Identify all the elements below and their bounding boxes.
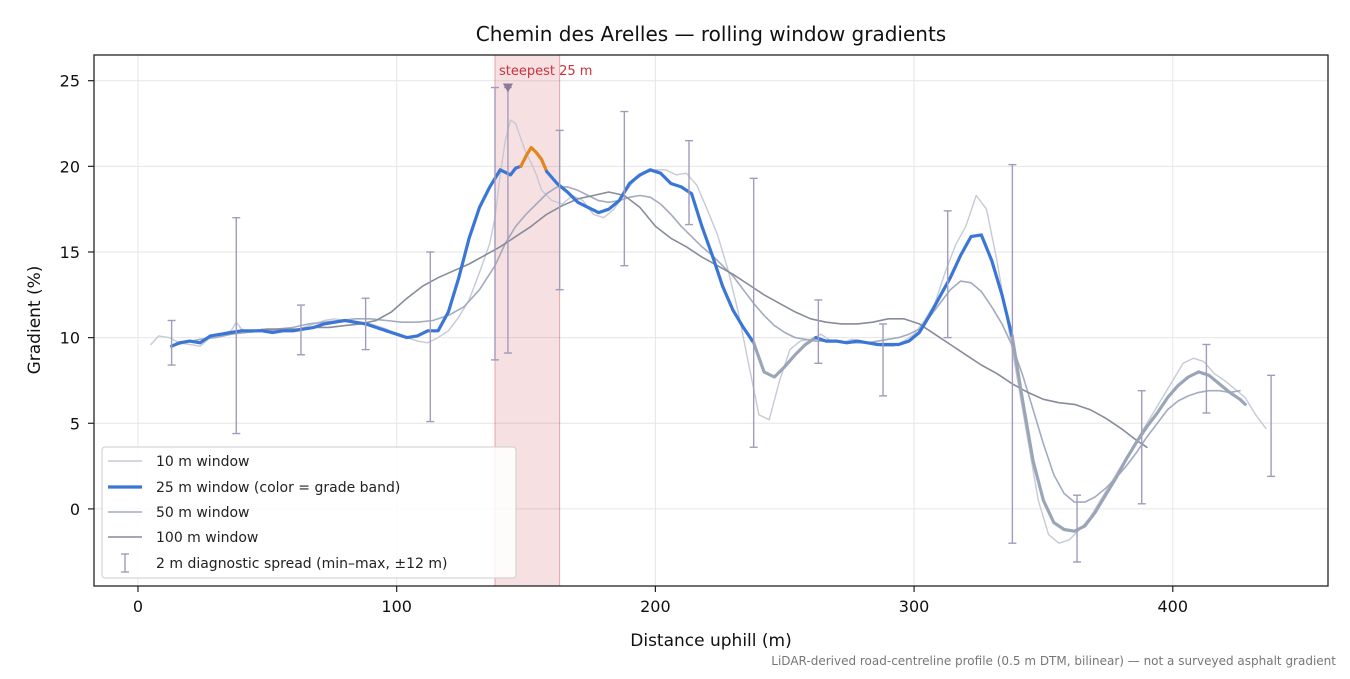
x-tick-label: 100 — [381, 597, 412, 616]
annotation-label: steepest 25 m — [499, 64, 592, 79]
y-tick-label: 20 — [60, 157, 80, 176]
legend-samples — [108, 460, 142, 573]
legend-label-spread: 2 m diagnostic spread (min–max, ±12 m) — [156, 556, 447, 572]
series-line-25m-segment — [752, 336, 818, 379]
grid-lines — [94, 55, 1328, 586]
annotations: steepest 25 m — [499, 64, 592, 93]
series-line-10m — [150, 119, 1267, 544]
y-tick-label: 15 — [60, 243, 80, 262]
series-lines — [150, 119, 1267, 544]
steepest-marker — [502, 83, 513, 93]
legend-box — [101, 446, 517, 579]
x-tick-label: 200 — [640, 597, 671, 616]
series-line-50m — [170, 186, 1241, 503]
series-line-25m-segment — [1010, 336, 1247, 533]
y-tick-label: 10 — [60, 329, 80, 348]
axes-frame — [93, 54, 1329, 587]
y-tick-label: 5 — [70, 414, 80, 433]
series-line-100m — [235, 191, 1148, 449]
y-axis-label: Gradient (%) — [25, 266, 45, 375]
legend-label-w50: 50 m window — [156, 505, 249, 521]
axis-ticks: 0 100 200 300 400 0 5 10 15 20 25 — [60, 72, 1188, 616]
chart-title: Chemin des Arelles — rolling window grad… — [476, 22, 946, 46]
legend-label-w100: 100 m window — [156, 530, 258, 546]
x-tick-label: 300 — [899, 597, 930, 616]
series-line-25m-segment — [814, 233, 1015, 347]
legend: 10 m window 25 m window (color = grade b… — [101, 446, 517, 579]
x-tick-label: 0 — [133, 597, 143, 616]
x-tick-label: 400 — [1158, 597, 1189, 616]
series-line-25m-segment — [170, 164, 523, 348]
legend-label-w10: 10 m window — [156, 454, 249, 470]
y-tick-label: 0 — [70, 500, 80, 519]
legend-label-w25: 25 m window (color = grade band) — [156, 480, 400, 496]
series-line-25m-segment — [545, 168, 756, 345]
error-bars — [167, 86, 1276, 563]
footnote: LiDAR-derived road-centreline profile (0… — [771, 654, 1336, 668]
x-axis-label: Distance uphill (m) — [630, 631, 791, 651]
series-line-25m-segment — [519, 145, 549, 174]
y-tick-label: 25 — [60, 72, 80, 91]
